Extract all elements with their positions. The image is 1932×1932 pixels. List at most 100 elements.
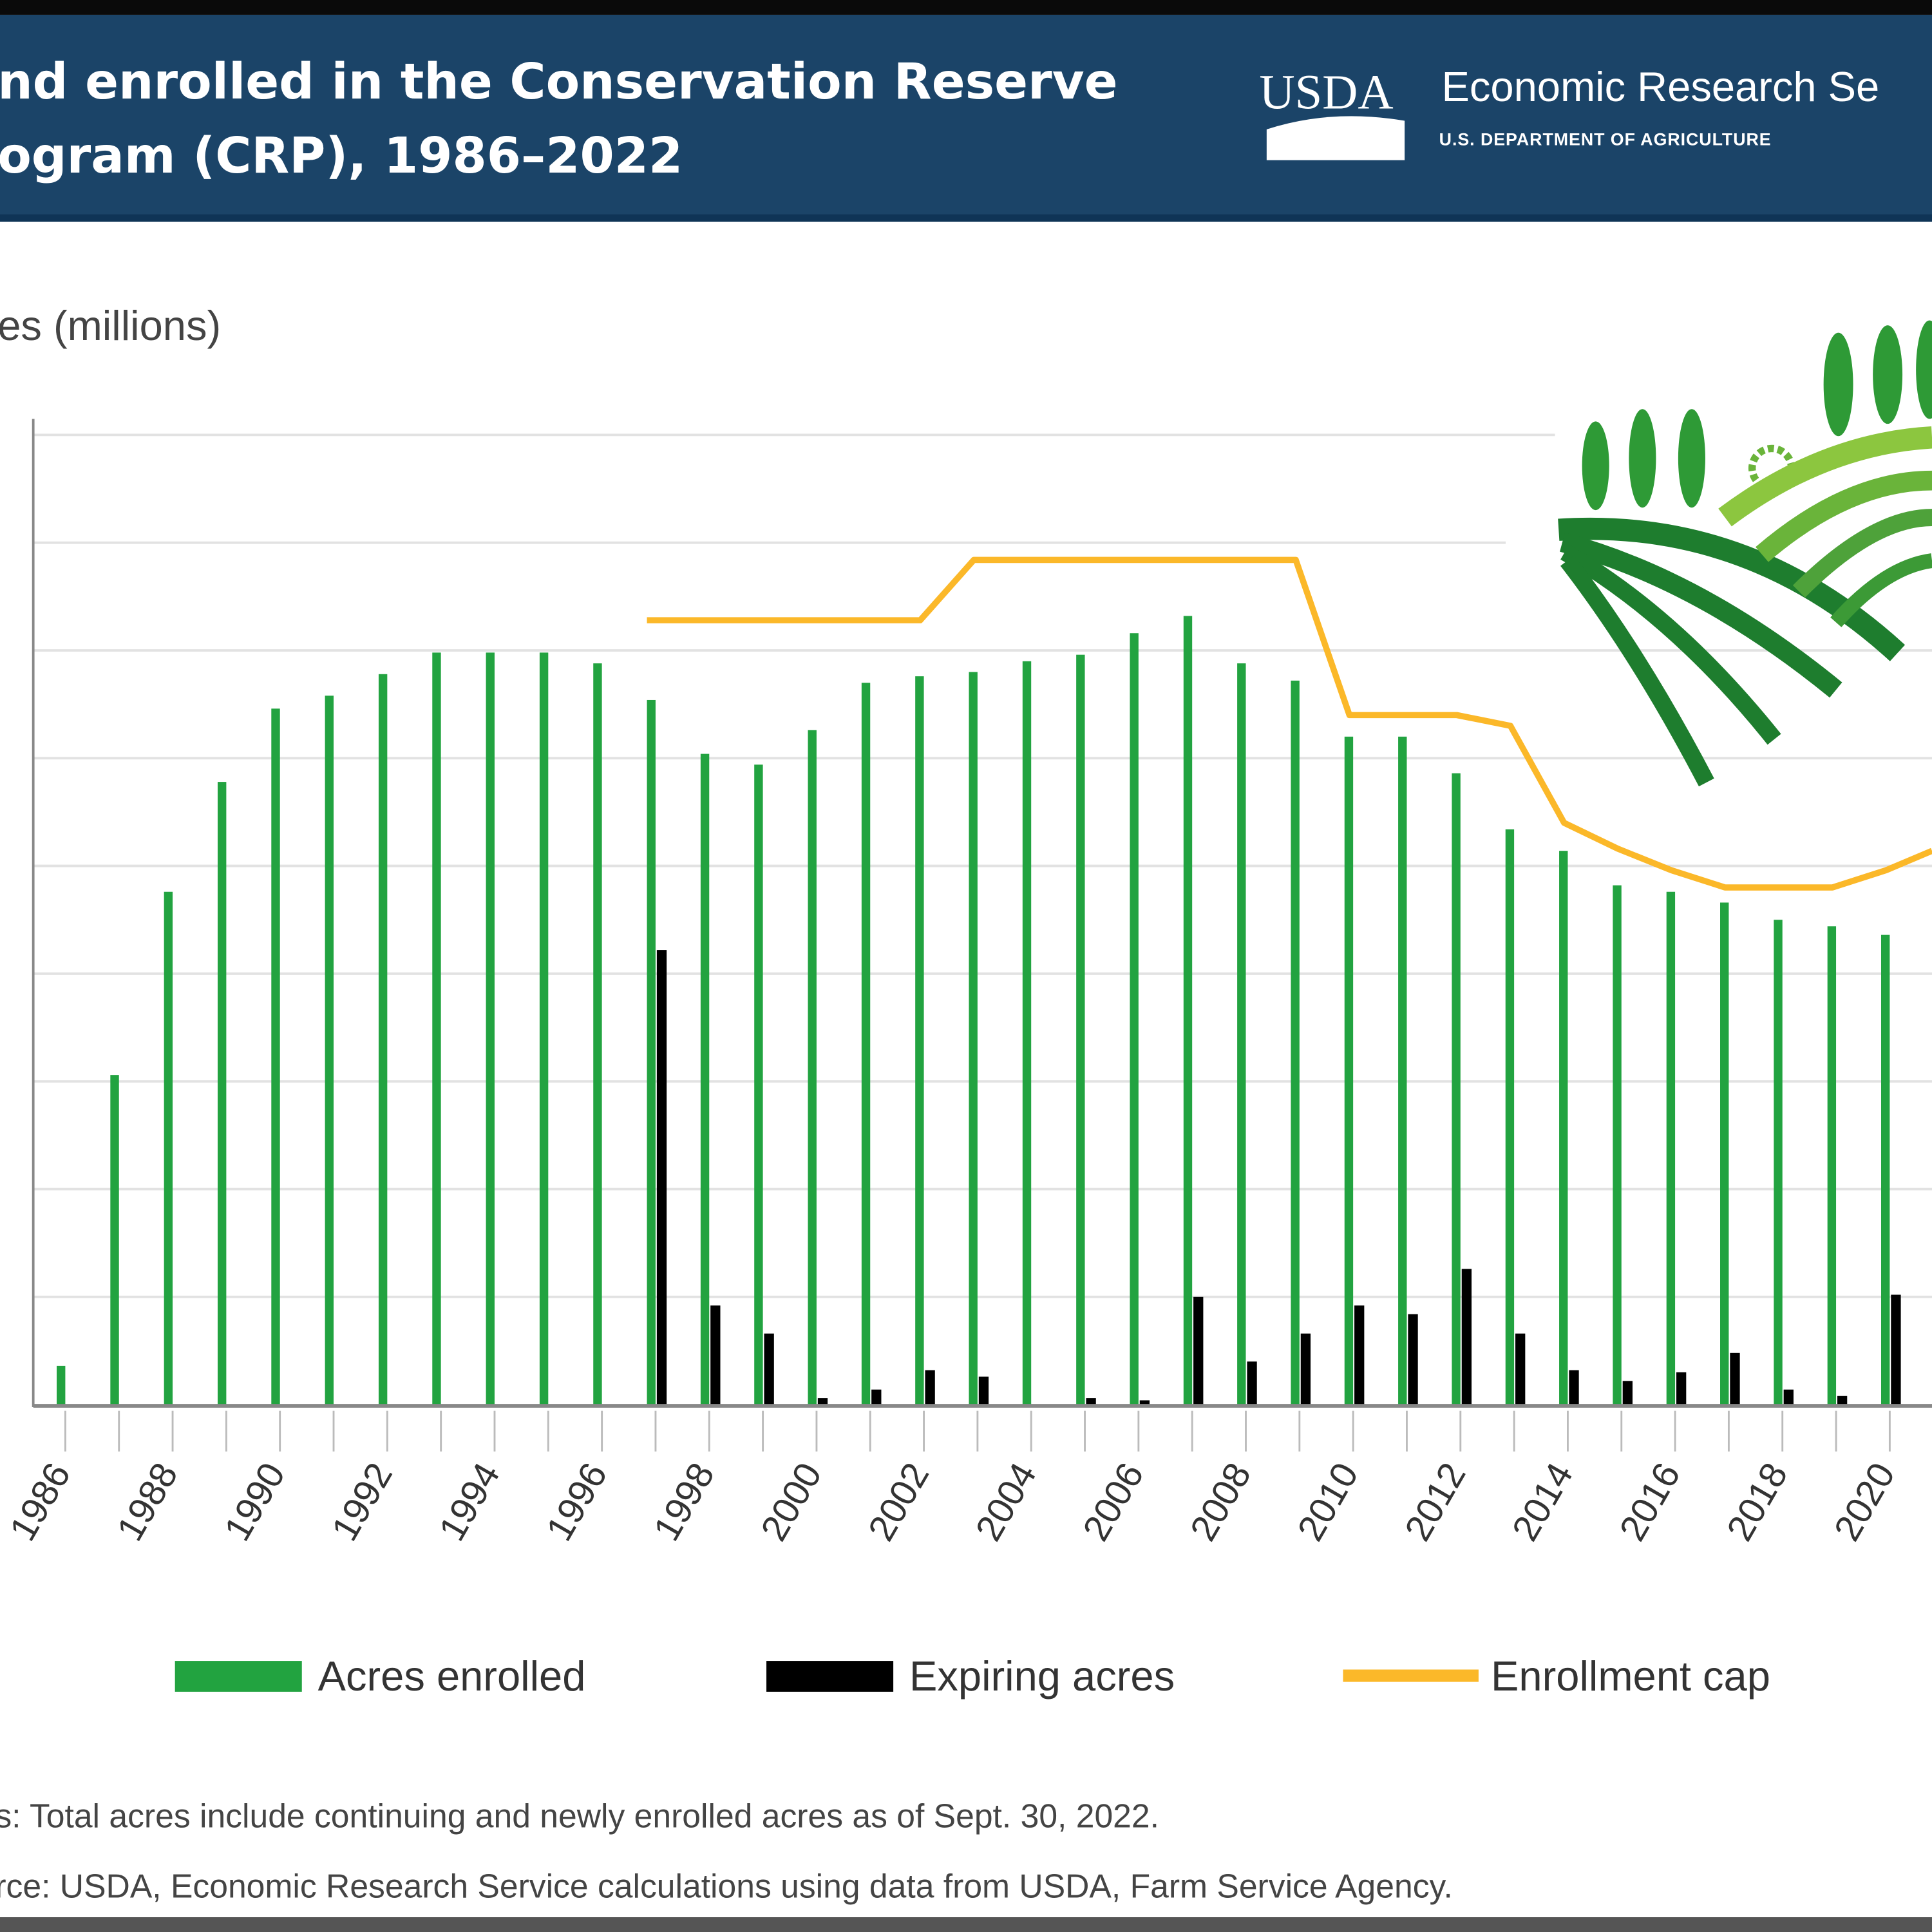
header-bottom-edge: [0, 214, 1932, 222]
bar-acres-enrolled: [1398, 736, 1407, 1405]
bar-acres-enrolled: [486, 652, 495, 1405]
bar-acres-enrolled: [1183, 616, 1193, 1405]
bar-expiring-acres: [1837, 1396, 1848, 1405]
chart-note: s: Total acres include continuing and ne…: [0, 1797, 1159, 1834]
bar-acres-enrolled: [57, 1365, 66, 1405]
bar-acres-enrolled: [432, 652, 441, 1405]
x-tick-label: 1996: [538, 1456, 615, 1548]
bar-acres-enrolled: [969, 672, 978, 1405]
bar-expiring-acres: [1891, 1294, 1901, 1405]
bar-acres-enrolled: [539, 652, 549, 1405]
bottom-border: [0, 1917, 1932, 1932]
x-tick-label: 2000: [753, 1456, 829, 1548]
bar-acres-enrolled: [1291, 680, 1300, 1405]
x-tick-label: 2002: [860, 1456, 937, 1548]
bar-acres-enrolled: [1076, 654, 1085, 1405]
legend-swatch-expiring-acres: [766, 1661, 894, 1692]
x-tick-label: 2014: [1504, 1456, 1581, 1548]
bar-acres-enrolled: [1666, 891, 1676, 1405]
bar-acres-enrolled: [1613, 885, 1622, 1405]
bar-acres-enrolled: [1452, 773, 1461, 1405]
top-border: [0, 0, 1932, 15]
bar-expiring-acres: [1461, 1269, 1472, 1405]
legend-label-enrollment-cap: Enrollment cap: [1491, 1653, 1770, 1700]
bar-expiring-acres: [1354, 1305, 1365, 1405]
bar-acres-enrolled: [1774, 920, 1783, 1405]
x-tick-label: 1988: [109, 1456, 186, 1548]
legend-label-expiring-acres: Expiring acres: [909, 1653, 1175, 1700]
legend-swatch-enrollment-cap: [1343, 1669, 1479, 1682]
usda-logo-hills-icon: [1266, 116, 1405, 160]
bar-acres-enrolled: [915, 676, 924, 1405]
bar-acres-enrolled: [1022, 661, 1032, 1405]
bar-acres-enrolled: [164, 891, 173, 1405]
bar-acres-enrolled: [110, 1075, 119, 1405]
bar-expiring-acres: [1622, 1381, 1633, 1405]
bar-expiring-acres: [1193, 1296, 1204, 1405]
bar-acres-enrolled: [1559, 851, 1568, 1405]
header-banner: [0, 14, 1932, 222]
x-tick-label: 2004: [968, 1456, 1045, 1548]
bar-acres-enrolled: [593, 663, 602, 1405]
bar-acres-enrolled: [861, 683, 871, 1405]
bar-expiring-acres: [1300, 1333, 1311, 1405]
x-axis-ticks: 1986 1988 1990 1992 1994 1996 1998 2000 2002 2004…: [2, 1410, 1903, 1548]
bar-expiring-acres: [1408, 1314, 1418, 1405]
bar-expiring-acres: [1247, 1361, 1257, 1405]
x-tick-label: 1998: [646, 1456, 723, 1548]
chart-source: rce: USDA, Economic Research Service cal…: [0, 1867, 1453, 1904]
bar-expiring-acres: [1086, 1398, 1096, 1405]
bar-expiring-acres: [817, 1398, 828, 1405]
bar-acres-enrolled: [1827, 926, 1837, 1405]
bar-expiring-acres: [871, 1389, 882, 1405]
bar-expiring-acres: [1783, 1389, 1794, 1405]
department-name: U.S. DEPARTMENT OF AGRICULTURE: [1439, 130, 1772, 149]
bar-expiring-acres: [925, 1370, 935, 1405]
bar-expiring-acres: [978, 1376, 989, 1405]
x-tick-label: 2006: [1075, 1456, 1151, 1548]
x-tick-label: 2016: [1612, 1456, 1689, 1548]
x-tick-label: 1990: [216, 1456, 293, 1548]
legend: Acres enrolled Expiring acres Enrollment…: [175, 1653, 1770, 1700]
x-tick-label: 2008: [1182, 1456, 1259, 1548]
bar-expiring-acres: [656, 950, 667, 1405]
chart-title-line1: nd enrolled in the Conservation Reserve: [0, 53, 1118, 111]
bar-acres-enrolled: [808, 730, 817, 1405]
bar-acres-enrolled: [1237, 663, 1246, 1405]
x-tick-label: 1986: [2, 1456, 79, 1548]
bar-acres-enrolled: [1344, 736, 1354, 1405]
x-tick-label: 2010: [1290, 1456, 1367, 1548]
x-tick-label: 2018: [1719, 1456, 1795, 1548]
bar-expiring-acres: [764, 1333, 774, 1405]
bar-acres-enrolled: [378, 674, 388, 1405]
x-tick-label: 2012: [1397, 1456, 1473, 1548]
bar-acres-enrolled: [325, 696, 334, 1405]
x-tick-label: 1994: [431, 1456, 508, 1548]
bar-expiring-acres: [1139, 1400, 1150, 1405]
bar-acres-enrolled: [271, 708, 280, 1405]
bar-expiring-acres: [1569, 1370, 1579, 1405]
legend-swatch-acres-enrolled: [175, 1661, 302, 1692]
bar-acres-enrolled: [217, 782, 227, 1405]
bar-acres-enrolled: [1130, 633, 1139, 1405]
enrollment-cap-line: [647, 556, 1932, 891]
bar-expiring-acres: [1515, 1333, 1526, 1405]
bar-expiring-acres: [1730, 1352, 1740, 1405]
bar-acres-enrolled: [754, 764, 763, 1405]
x-tick-label: 2020: [1826, 1456, 1903, 1548]
y-axis-label: es (millions): [0, 302, 221, 349]
bar-expiring-acres: [710, 1305, 721, 1405]
usda-logo: USDA: [1259, 64, 1405, 160]
chart-title-line2: ogram (CRP), 1986–2022: [0, 128, 683, 185]
bar-expiring-acres: [1676, 1372, 1687, 1405]
bar-acres-enrolled: [1505, 829, 1515, 1405]
bar-acres-enrolled: [700, 753, 710, 1405]
bars: [57, 616, 1901, 1405]
legend-label-acres-enrolled: Acres enrolled: [318, 1653, 586, 1700]
agency-name: Economic Research Se: [1442, 63, 1880, 110]
bar-acres-enrolled: [647, 699, 656, 1405]
x-tick-label: 1992: [324, 1456, 401, 1548]
usda-logo-text: USDA: [1259, 64, 1393, 119]
bar-acres-enrolled: [1880, 934, 1890, 1405]
